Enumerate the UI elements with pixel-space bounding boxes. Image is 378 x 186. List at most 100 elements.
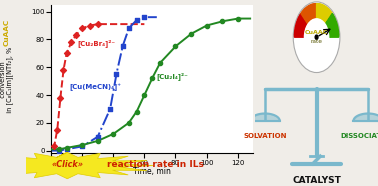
Polygon shape bbox=[328, 21, 336, 29]
Point bbox=[94, 23, 101, 26]
Polygon shape bbox=[328, 25, 338, 31]
Polygon shape bbox=[326, 13, 333, 24]
Polygon shape bbox=[318, 4, 320, 18]
Point bbox=[204, 24, 210, 27]
Polygon shape bbox=[0, 152, 153, 179]
Polygon shape bbox=[327, 18, 335, 27]
Polygon shape bbox=[328, 20, 336, 28]
Point bbox=[172, 45, 178, 48]
Point bbox=[64, 146, 70, 149]
Point bbox=[219, 20, 225, 23]
Point bbox=[56, 148, 62, 151]
Polygon shape bbox=[295, 28, 304, 32]
Polygon shape bbox=[306, 7, 311, 20]
Polygon shape bbox=[303, 10, 309, 22]
Point bbox=[133, 110, 139, 113]
Point bbox=[94, 135, 101, 138]
Point bbox=[141, 16, 147, 19]
Polygon shape bbox=[329, 29, 338, 33]
Polygon shape bbox=[323, 8, 328, 20]
Polygon shape bbox=[297, 21, 305, 29]
Polygon shape bbox=[319, 4, 321, 18]
Polygon shape bbox=[327, 19, 336, 27]
Text: DISSOCIATION: DISSOCIATION bbox=[340, 133, 378, 139]
Point bbox=[79, 27, 85, 30]
Text: [Cu₂I₄]²⁻: [Cu₂I₄]²⁻ bbox=[157, 72, 189, 80]
Text: «Click»: «Click» bbox=[51, 160, 83, 169]
Polygon shape bbox=[310, 5, 313, 19]
Text: [Cu(MeCN)₄]⁺: [Cu(MeCN)₄]⁺ bbox=[70, 84, 122, 91]
Polygon shape bbox=[322, 7, 326, 20]
Polygon shape bbox=[295, 29, 304, 33]
Polygon shape bbox=[297, 20, 305, 28]
Polygon shape bbox=[307, 7, 311, 20]
Polygon shape bbox=[317, 4, 318, 18]
Text: CuAAC: CuAAC bbox=[3, 19, 9, 46]
Polygon shape bbox=[295, 30, 304, 34]
Polygon shape bbox=[313, 4, 315, 18]
Point bbox=[149, 77, 155, 80]
Polygon shape bbox=[316, 4, 318, 18]
Polygon shape bbox=[294, 36, 304, 37]
Point bbox=[87, 24, 93, 27]
Point bbox=[141, 94, 147, 97]
Polygon shape bbox=[314, 4, 316, 18]
Point bbox=[51, 145, 57, 148]
Polygon shape bbox=[302, 11, 309, 22]
Point bbox=[68, 41, 74, 44]
Polygon shape bbox=[323, 8, 329, 21]
Polygon shape bbox=[325, 12, 332, 23]
Point bbox=[60, 68, 67, 71]
Polygon shape bbox=[326, 15, 334, 25]
Polygon shape bbox=[299, 17, 307, 26]
Polygon shape bbox=[328, 24, 337, 30]
Polygon shape bbox=[329, 34, 339, 36]
Polygon shape bbox=[329, 30, 338, 34]
Polygon shape bbox=[324, 10, 330, 22]
Polygon shape bbox=[301, 12, 308, 23]
Point bbox=[113, 73, 119, 76]
Polygon shape bbox=[329, 32, 339, 35]
Polygon shape bbox=[315, 4, 316, 18]
Text: [Cu₂Br₄]²⁻: [Cu₂Br₄]²⁻ bbox=[77, 39, 116, 47]
Polygon shape bbox=[322, 7, 327, 20]
Polygon shape bbox=[296, 24, 305, 30]
Point bbox=[79, 145, 85, 148]
Polygon shape bbox=[329, 28, 338, 32]
Polygon shape bbox=[324, 9, 330, 21]
Polygon shape bbox=[324, 11, 331, 22]
Polygon shape bbox=[308, 5, 312, 19]
Point bbox=[56, 149, 62, 152]
Polygon shape bbox=[329, 33, 339, 36]
Polygon shape bbox=[298, 18, 306, 27]
Polygon shape bbox=[320, 5, 324, 19]
Point bbox=[126, 27, 132, 30]
Polygon shape bbox=[294, 32, 304, 35]
Polygon shape bbox=[299, 15, 307, 25]
Polygon shape bbox=[304, 8, 310, 21]
Circle shape bbox=[315, 35, 318, 39]
Polygon shape bbox=[321, 5, 325, 19]
Circle shape bbox=[304, 19, 329, 56]
Polygon shape bbox=[326, 15, 333, 25]
Polygon shape bbox=[329, 36, 339, 37]
Polygon shape bbox=[308, 6, 312, 19]
Polygon shape bbox=[305, 8, 310, 20]
Polygon shape bbox=[321, 6, 325, 19]
Point bbox=[119, 45, 125, 48]
Polygon shape bbox=[329, 26, 338, 32]
Polygon shape bbox=[320, 5, 323, 19]
Point bbox=[188, 32, 194, 35]
Point bbox=[157, 62, 163, 65]
Polygon shape bbox=[325, 12, 332, 23]
Text: CuAAC: CuAAC bbox=[305, 30, 328, 35]
Polygon shape bbox=[327, 17, 335, 26]
Point bbox=[54, 128, 60, 131]
Polygon shape bbox=[294, 34, 304, 36]
Text: SOLVATION: SOLVATION bbox=[243, 133, 287, 139]
Point bbox=[64, 52, 70, 55]
Text: reaction rate in ILs: reaction rate in ILs bbox=[107, 160, 204, 169]
Point bbox=[107, 108, 113, 110]
Polygon shape bbox=[309, 5, 313, 19]
Circle shape bbox=[293, 2, 340, 73]
